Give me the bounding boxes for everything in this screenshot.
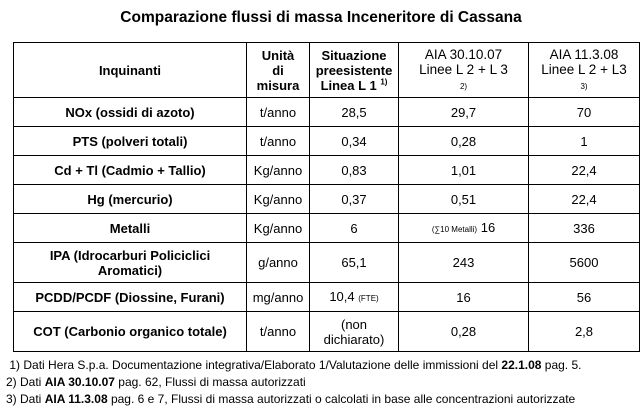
aia-2008-cell: 1 (528, 126, 640, 156)
unit-cell: Kg/anno (246, 155, 310, 185)
header-row: Inquinanti Unità di misura Situazione pr… (13, 42, 640, 98)
pre-existing-cell: 0,37 (309, 184, 399, 214)
table-row: PCDD/PCDF (Diossine, Furani) mg/anno 10,… (13, 282, 640, 312)
aia-2007-cell: 243 (398, 242, 529, 283)
footnote-1: 1) Dati Hera S.p.a. Documentazione integ… (9, 358, 582, 372)
footnote-2: 2) Dati AIA 30.10.07 pag. 62, Flussi di … (6, 375, 306, 389)
table-row: Hg (mercurio) Kg/anno 0,37 0,51 22,4 (13, 184, 640, 214)
aia-2007-cell: 29,7 (398, 97, 529, 127)
table-row: Cd + Tl (Cadmio + Tallio) Kg/anno 0,83 1… (13, 155, 640, 185)
pre-existing-cell: 0,83 (309, 155, 399, 185)
emissions-table: Inquinanti Unità di misura Situazione pr… (13, 42, 640, 352)
aia-2008-cell: 22,4 (528, 184, 640, 214)
metals-note: (∑10 Metalli) (431, 224, 478, 234)
aia-2007-cell: 0,28 (398, 311, 529, 352)
header-pre-existing: Situazione preesistente Linea L 1 1) (309, 42, 399, 98)
pre-existing-cell: 0,34 (309, 126, 399, 156)
unit-cell: Kg/anno (246, 184, 310, 214)
aia-2007-cell: 0,28 (398, 126, 529, 156)
header-aia-2007: AIA 30.10.07 Linee L 2 + L 3 2) (398, 42, 529, 98)
aia-2007-cell: (∑10 Metalli) 16 (398, 213, 529, 243)
pre-existing-cell: (non dichiarato) (309, 311, 399, 352)
aia-2008-cell: 56 (528, 282, 640, 312)
pollutant-name: NOx (ossidi di azoto) (13, 97, 247, 127)
pre-existing-cell: 65,1 (309, 242, 399, 283)
pollutant-name: PCDD/PCDF (Diossine, Furani) (13, 282, 247, 312)
aia-2008-cell: 70 (528, 97, 640, 127)
header-aia-2008: AIA 11.3.08 Linee L 2 + L3 3) (528, 42, 640, 98)
aia-2007-cell: 0,51 (398, 184, 529, 214)
unit-cell: t/anno (246, 311, 310, 352)
pre-existing-cell: 10,4 (FTE) (309, 282, 399, 312)
aia-2008-cell: 22,4 (528, 155, 640, 185)
unit-cell: Kg/anno (246, 213, 310, 243)
pollutant-name: Hg (mercurio) (13, 184, 247, 214)
header-pollutants: Inquinanti (13, 42, 247, 98)
header-unit: Unità di misura (246, 42, 310, 98)
footnote-3: 3) Dati AIA 11.3.08 pag. 6 e 7, Flussi d… (6, 392, 576, 406)
footnotes: 1) Dati Hera S.p.a. Documentazione integ… (6, 357, 581, 408)
aia-2007-cell: 1,01 (398, 155, 529, 185)
aia-2008-cell: 336 (528, 213, 640, 243)
unit-cell: t/anno (246, 126, 310, 156)
pollutant-name: PTS (polveri totali) (13, 126, 247, 156)
page-title: Comparazione flussi di massa Inceneritor… (120, 9, 522, 26)
table-row: IPA (Idrocarburi Policiclici Aromatici) g… (13, 242, 640, 283)
pre-existing-cell: 6 (309, 213, 399, 243)
fte-note: (FTE) (358, 293, 379, 303)
unit-cell: mg/anno (246, 282, 310, 312)
pollutant-name: IPA (Idrocarburi Policiclici Aromatici) (13, 242, 247, 283)
aia-2008-cell: 5600 (528, 242, 640, 283)
unit-cell: t/anno (246, 97, 310, 127)
table-row: COT (Carbonio organico totale) t/anno (n… (13, 311, 640, 352)
aia-2008-cell: 2,8 (528, 311, 640, 352)
table-row: Metalli Kg/anno 6 (∑10 Metalli) 16 336 (13, 213, 640, 243)
aia-2007-cell: 16 (398, 282, 529, 312)
pre-existing-cell: 28,5 (309, 97, 399, 127)
table-row: PTS (polveri totali) t/anno 0,34 0,28 1 (13, 126, 640, 156)
pollutant-name: Cd + Tl (Cadmio + Tallio) (13, 155, 247, 185)
table-row: NOx (ossidi di azoto) t/anno 28,5 29,7 7… (13, 97, 640, 127)
unit-cell: g/anno (246, 242, 310, 283)
pollutant-name: Metalli (13, 213, 247, 243)
pollutant-name: COT (Carbonio organico totale) (13, 311, 247, 352)
